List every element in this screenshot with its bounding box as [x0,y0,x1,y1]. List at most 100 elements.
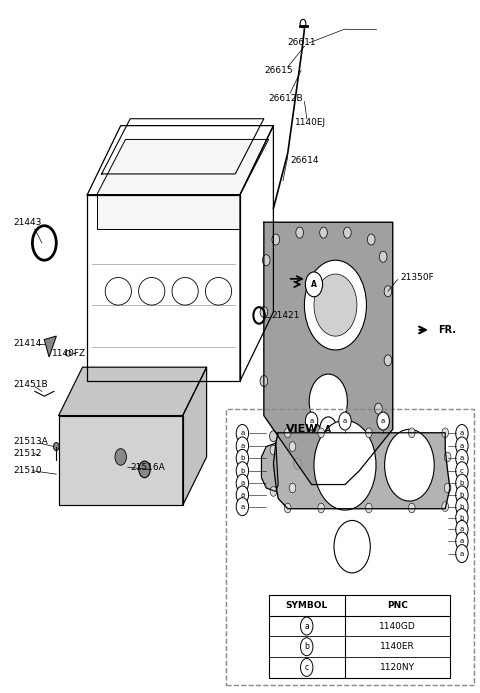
Text: c: c [460,468,464,474]
Circle shape [236,437,249,455]
Circle shape [270,431,277,441]
Text: 21513A: 21513A [13,437,48,446]
Circle shape [408,428,415,437]
Circle shape [408,503,415,513]
Circle shape [318,503,324,513]
Circle shape [289,441,296,451]
Circle shape [300,617,313,635]
Text: a: a [304,622,309,631]
Polygon shape [274,432,450,509]
Text: a: a [343,418,347,424]
Circle shape [293,458,301,469]
Text: a: a [240,430,244,437]
Circle shape [314,421,376,510]
Circle shape [314,274,357,336]
Circle shape [320,417,337,441]
Text: a: a [460,527,464,532]
Circle shape [384,286,392,297]
Text: 26612B: 26612B [269,94,303,103]
Circle shape [139,461,150,477]
Text: a: a [240,504,244,509]
Circle shape [284,503,291,513]
Circle shape [300,658,313,676]
Circle shape [456,437,468,455]
Circle shape [236,449,249,467]
Polygon shape [59,416,183,505]
Text: A: A [311,280,317,289]
Polygon shape [97,139,269,195]
Text: b: b [240,455,245,462]
Circle shape [365,503,372,513]
Text: 21350F: 21350F [400,273,433,282]
Circle shape [260,376,268,387]
Circle shape [456,498,468,516]
Text: SYMBOL: SYMBOL [286,601,328,610]
Text: 21510: 21510 [13,466,42,475]
Text: a: a [460,550,464,556]
Circle shape [456,486,468,504]
Text: b: b [460,515,464,520]
Circle shape [305,272,323,297]
Text: 26611: 26611 [288,38,316,47]
Circle shape [115,448,126,465]
Circle shape [304,261,366,350]
Circle shape [263,255,270,265]
Circle shape [442,428,448,437]
Text: a: a [240,443,244,449]
Text: A: A [325,425,331,434]
Circle shape [317,465,325,476]
Circle shape [377,412,389,430]
Text: 21516A: 21516A [130,463,165,472]
Text: a: a [460,455,464,462]
Text: 1140ER: 1140ER [380,642,415,651]
Text: 21451B: 21451B [13,380,48,389]
Text: 21443: 21443 [13,218,42,227]
Text: a: a [381,418,385,424]
Circle shape [309,374,348,430]
Text: a: a [460,443,464,449]
Text: a: a [460,430,464,437]
Text: a: a [240,480,244,486]
Text: 1140EJ: 1140EJ [295,118,326,127]
Text: VIEW: VIEW [286,424,318,435]
Circle shape [339,412,351,430]
Circle shape [53,442,59,450]
Text: b: b [460,480,464,486]
Circle shape [384,430,434,501]
Circle shape [456,474,468,492]
Text: 21512: 21512 [13,449,42,458]
Circle shape [236,486,249,504]
Circle shape [444,452,451,462]
Circle shape [384,355,392,366]
Circle shape [289,483,296,493]
Circle shape [318,428,324,437]
Circle shape [236,425,249,442]
Text: 21414: 21414 [13,339,42,348]
Circle shape [456,509,468,527]
Circle shape [334,520,370,573]
Text: 1120NY: 1120NY [380,663,415,672]
Circle shape [456,462,468,480]
Circle shape [344,227,351,238]
Polygon shape [59,367,206,416]
Circle shape [305,412,318,430]
Text: 26614: 26614 [290,156,319,165]
Bar [269,595,450,678]
Circle shape [444,483,451,493]
Circle shape [379,252,387,262]
Text: b: b [460,492,464,498]
Text: FR.: FR. [438,325,456,335]
Circle shape [456,520,468,538]
Circle shape [300,638,313,656]
Polygon shape [44,336,56,357]
Circle shape [236,498,249,516]
Circle shape [270,486,277,496]
Circle shape [236,474,249,492]
Text: c: c [305,663,309,672]
Text: 26615: 26615 [264,66,292,75]
Circle shape [442,502,448,511]
Polygon shape [183,367,206,505]
Text: b: b [240,468,245,474]
Text: a: a [240,492,244,498]
Circle shape [272,234,280,245]
